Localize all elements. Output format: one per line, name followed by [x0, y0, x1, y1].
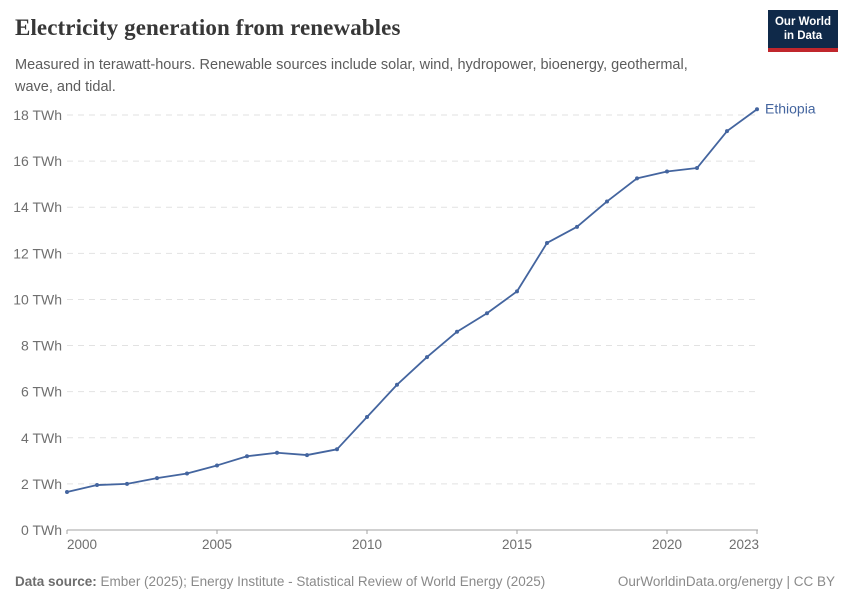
y-tick-label: 2 TWh: [21, 476, 62, 492]
data-source-text: Ember (2025); Energy Institute - Statist…: [100, 574, 546, 589]
data-point[interactable]: [365, 415, 369, 420]
data-point[interactable]: [725, 129, 729, 134]
x-tick-label: 2023: [729, 537, 759, 552]
data-source-label: Data source:: [15, 574, 97, 589]
data-point[interactable]: [185, 471, 189, 476]
data-point[interactable]: [95, 483, 99, 488]
x-tick-label: 2015: [502, 537, 532, 552]
owid-logo-line2: in Data: [783, 30, 823, 43]
data-point[interactable]: [125, 481, 129, 486]
y-tick-label: 18 TWh: [13, 107, 62, 123]
x-tick-label: 2010: [352, 537, 382, 552]
chart-subtitle: Measured in terawatt-hours. Renewable so…: [15, 57, 688, 95]
y-tick-label: 8 TWh: [21, 338, 62, 354]
data-point[interactable]: [575, 224, 579, 229]
owid-logo[interactable]: Our World in Data: [767, 10, 838, 52]
data-point[interactable]: [605, 199, 609, 204]
y-tick-label: 14 TWh: [13, 199, 62, 215]
x-tick-label: 2005: [202, 537, 232, 552]
x-tick-label: 2000: [67, 537, 97, 552]
y-tick-label: 4 TWh: [21, 430, 62, 446]
y-tick-label: 0 TWh: [21, 522, 62, 538]
data-point[interactable]: [635, 176, 639, 181]
data-point[interactable]: [335, 447, 339, 452]
data-point[interactable]: [425, 355, 429, 360]
data-source: Data source: Ember (2025); Energy Instit…: [15, 574, 545, 589]
data-point[interactable]: [245, 454, 249, 459]
data-point[interactable]: [275, 450, 279, 455]
data-point[interactable]: [545, 240, 549, 245]
series-line[interactable]: [66, 108, 758, 493]
footer-link[interactable]: OurWorldinData.org/energy | CC BY: [617, 574, 835, 589]
y-tick-label: 16 TWh: [13, 153, 62, 169]
x-tick-label: 2020: [652, 537, 682, 552]
data-point[interactable]: [305, 453, 309, 458]
data-point[interactable]: [485, 311, 489, 316]
y-tick-label: 12 TWh: [13, 245, 62, 261]
data-point[interactable]: [455, 329, 459, 334]
data-point[interactable]: [395, 382, 399, 387]
data-point[interactable]: [755, 107, 759, 112]
y-tick-label: 10 TWh: [13, 291, 62, 307]
data-point[interactable]: [665, 169, 669, 174]
data-point[interactable]: [515, 289, 519, 294]
data-point[interactable]: [695, 166, 699, 171]
owid-logo-line1: Our World: [774, 16, 831, 28]
line-chart[interactable]: 0 TWh 2 TWh 4 TWh 6 TWh 8 TWh 10 TWh 12 TWh 14 …: [0, 95, 850, 570]
chart-title: Electricity generation from renewables: [15, 15, 401, 40]
entity-label[interactable]: Ethiopia: [765, 101, 816, 117]
y-tick-label: 6 TWh: [21, 384, 62, 400]
data-point[interactable]: [215, 463, 219, 468]
chart-footer: Data source: Ember (2025); Energy Instit…: [15, 574, 835, 589]
data-point[interactable]: [155, 476, 159, 481]
data-point[interactable]: [65, 489, 69, 494]
